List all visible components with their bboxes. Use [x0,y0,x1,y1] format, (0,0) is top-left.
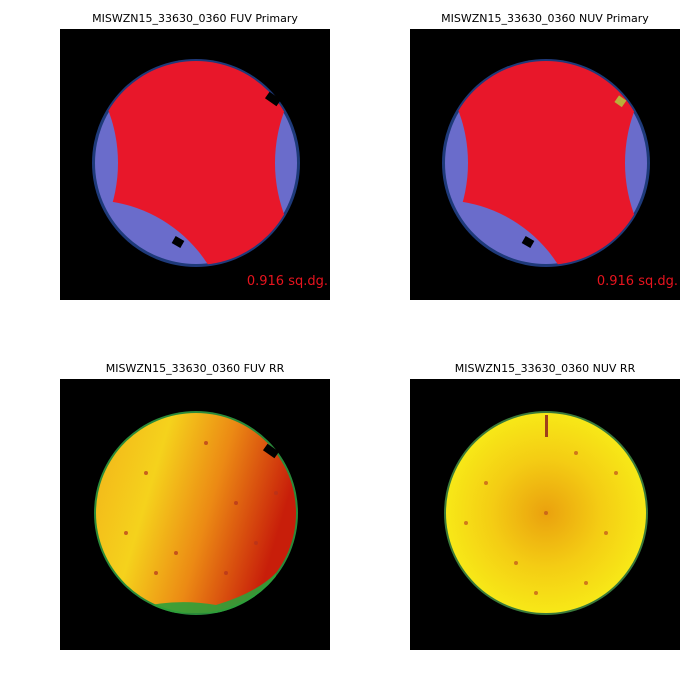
panel-fuv-primary: 0.916 sq.dg. [60,29,330,300]
panel-fuv-rr [60,379,330,650]
panel-title: MISWZN15_33630_0360 NUV Primary [441,12,649,25]
area-annotation: 0.916 sq.dg. [247,274,328,289]
panel-nuv-primary: 0.916 sq.dg. [410,29,680,300]
panel-title: MISWZN15_33630_0360 FUV Primary [92,12,298,25]
area-annotation: 0.916 sq.dg. [597,274,678,289]
panel-title: MISWZN15_33630_0360 NUV RR [455,362,636,375]
panel-title: MISWZN15_33630_0360 FUV RR [106,362,285,375]
panel-nuv-rr [410,379,680,650]
